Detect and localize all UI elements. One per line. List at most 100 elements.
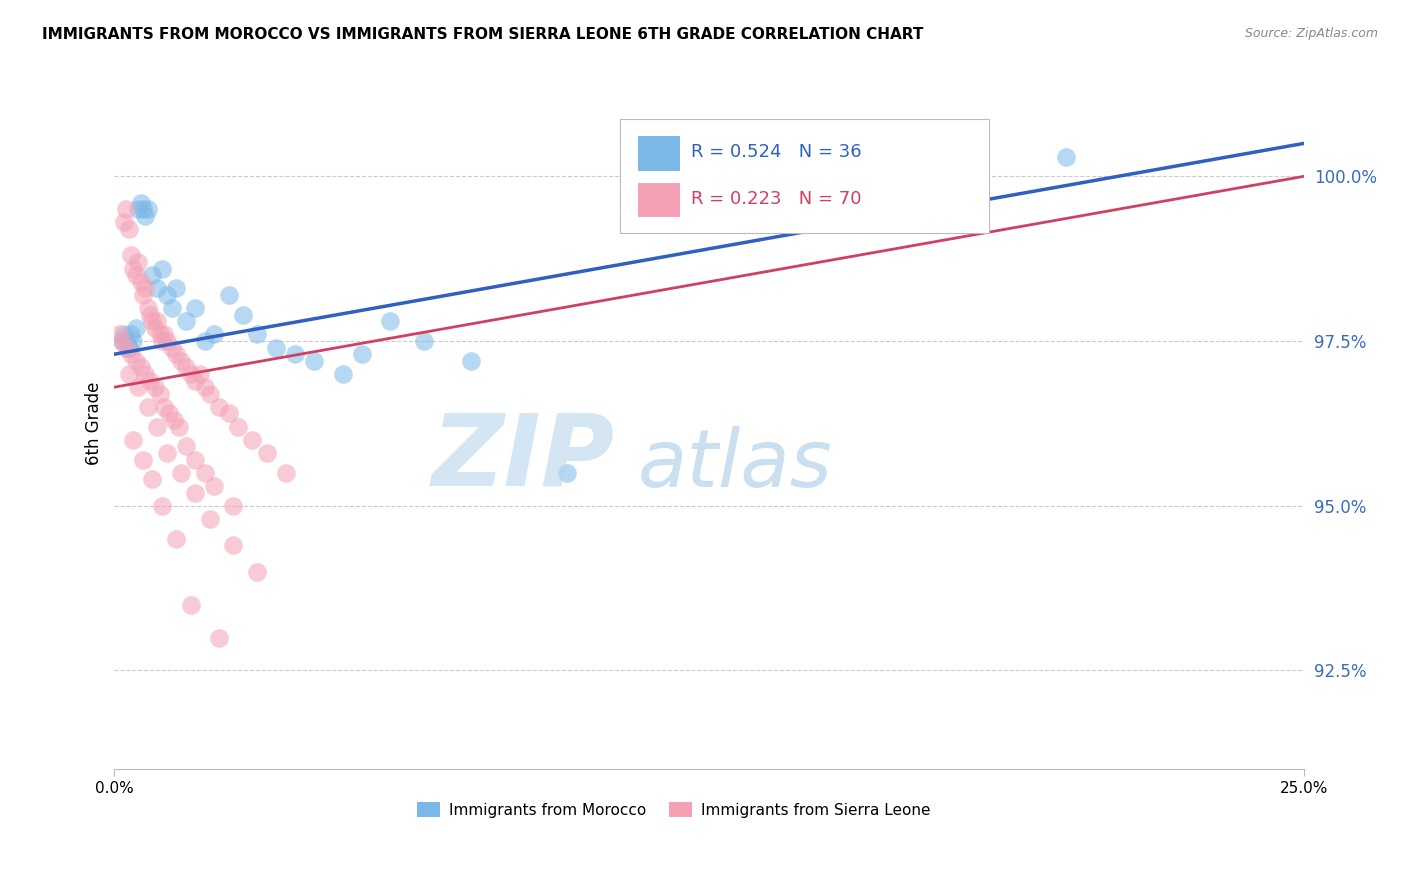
- Point: [129, 360, 152, 375]
- Point: [127, 202, 149, 217]
- Point: [122, 433, 145, 447]
- Point: [134, 209, 156, 223]
- Point: [115, 202, 138, 217]
- Point: [136, 202, 159, 217]
- Point: [139, 308, 162, 322]
- Text: IMMIGRANTS FROM MOROCCO VS IMMIGRANTS FROM SIERRA LEONE 6TH GRADE CORRELATION CH: IMMIGRANTS FROM MOROCCO VS IMMIGRANTS FR…: [42, 27, 924, 42]
- Point: [304, 353, 326, 368]
- Point: [232, 308, 254, 322]
- Point: [218, 288, 240, 302]
- Point: [156, 288, 179, 302]
- Point: [127, 255, 149, 269]
- Point: [120, 248, 142, 262]
- Point: [412, 334, 434, 348]
- Point: [208, 400, 231, 414]
- Point: [170, 466, 193, 480]
- Point: [112, 215, 135, 229]
- Point: [110, 334, 132, 348]
- Point: [184, 374, 207, 388]
- Point: [264, 341, 287, 355]
- Point: [153, 400, 176, 414]
- Point: [110, 334, 132, 348]
- Point: [202, 479, 225, 493]
- Point: [218, 407, 240, 421]
- Point: [184, 485, 207, 500]
- Point: [202, 327, 225, 342]
- Point: [112, 327, 135, 342]
- Point: [146, 281, 169, 295]
- Point: [184, 452, 207, 467]
- Point: [194, 380, 217, 394]
- Point: [146, 314, 169, 328]
- Point: [165, 532, 187, 546]
- Point: [143, 380, 166, 394]
- Point: [136, 301, 159, 315]
- FancyBboxPatch shape: [620, 119, 988, 233]
- Point: [226, 419, 249, 434]
- Point: [555, 466, 578, 480]
- Point: [149, 327, 172, 342]
- Point: [132, 452, 155, 467]
- Point: [141, 268, 163, 282]
- Point: [122, 334, 145, 348]
- Point: [246, 327, 269, 342]
- Point: [165, 347, 187, 361]
- Point: [141, 314, 163, 328]
- Point: [150, 261, 173, 276]
- Point: [146, 419, 169, 434]
- Point: [180, 598, 202, 612]
- Point: [242, 433, 264, 447]
- Y-axis label: 6th Grade: 6th Grade: [86, 382, 103, 465]
- Point: [1054, 149, 1077, 163]
- Legend: Immigrants from Morocco, Immigrants from Sierra Leone: Immigrants from Morocco, Immigrants from…: [411, 796, 936, 824]
- Point: [160, 341, 183, 355]
- Point: [153, 327, 176, 342]
- Point: [143, 321, 166, 335]
- Point: [380, 314, 402, 328]
- Point: [108, 327, 131, 342]
- Text: R = 0.223   N = 70: R = 0.223 N = 70: [692, 189, 862, 208]
- Point: [165, 281, 187, 295]
- Point: [160, 301, 183, 315]
- Point: [150, 499, 173, 513]
- Point: [332, 367, 354, 381]
- Point: [136, 400, 159, 414]
- Point: [246, 565, 269, 579]
- Point: [149, 386, 172, 401]
- Point: [150, 334, 173, 348]
- Point: [222, 538, 245, 552]
- Text: ZIP: ZIP: [432, 409, 614, 507]
- Point: [170, 353, 193, 368]
- Point: [184, 301, 207, 315]
- Point: [125, 321, 148, 335]
- Point: [134, 367, 156, 381]
- Point: [194, 334, 217, 348]
- Point: [141, 472, 163, 486]
- Point: [256, 446, 278, 460]
- Point: [120, 327, 142, 342]
- Point: [180, 367, 202, 381]
- Point: [198, 386, 221, 401]
- Point: [274, 466, 297, 480]
- FancyBboxPatch shape: [638, 136, 679, 171]
- Point: [174, 360, 197, 375]
- Point: [222, 499, 245, 513]
- Point: [163, 413, 186, 427]
- Text: atlas: atlas: [638, 425, 832, 504]
- Point: [127, 380, 149, 394]
- Point: [125, 268, 148, 282]
- FancyBboxPatch shape: [638, 183, 679, 217]
- Point: [122, 261, 145, 276]
- Point: [120, 347, 142, 361]
- Point: [284, 347, 307, 361]
- Point: [118, 222, 141, 236]
- Point: [129, 275, 152, 289]
- Point: [129, 195, 152, 210]
- Point: [174, 439, 197, 453]
- Point: [132, 202, 155, 217]
- Point: [156, 334, 179, 348]
- Point: [132, 288, 155, 302]
- Point: [125, 353, 148, 368]
- Text: Source: ZipAtlas.com: Source: ZipAtlas.com: [1244, 27, 1378, 40]
- Point: [460, 353, 482, 368]
